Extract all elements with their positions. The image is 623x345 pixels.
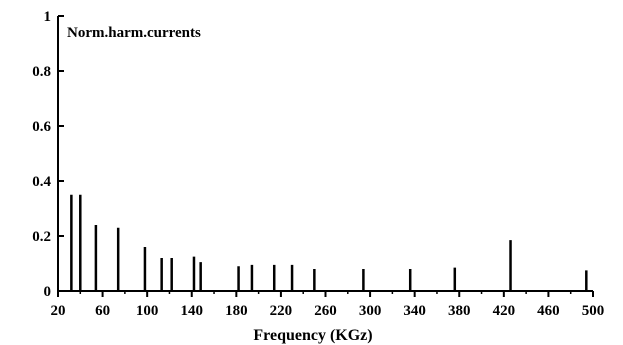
y-tick-label: 0.4 [32,174,51,190]
y-axis: 0 0.2 0.4 0.6 0.8 1 [32,9,64,300]
x-tick-label: 500 [582,303,605,319]
x-tick-label: 260 [314,303,337,319]
y-tick-label: 0.6 [32,119,51,135]
x-tick-label: 460 [537,303,560,319]
y-tick-label: 0.8 [32,64,51,80]
x-tick-label: 340 [403,303,426,319]
x-tick-label: 220 [270,303,293,319]
y-tick-label: 0 [44,284,52,300]
x-axis: 20 60 100 140 180 220 260 300 340 380 420 460 500 [51,290,605,319]
y-tick-label: 1 [44,9,52,25]
bar-series [70,194,588,291]
x-tick-label: 100 [136,303,159,319]
x-tick-label: 60 [95,303,110,319]
x-tick-label: 20 [51,303,66,319]
x-tick-label: 300 [359,303,382,319]
chart-title: Norm.harm.currents [67,25,201,41]
x-tick-label: 180 [225,303,248,319]
y-tick-label: 0.2 [32,229,51,245]
x-tick-label: 140 [181,303,204,319]
x-tick-label: 380 [448,303,471,319]
x-tick-label: 420 [493,303,516,319]
x-axis-title: Frequency (KGz) [253,327,372,344]
